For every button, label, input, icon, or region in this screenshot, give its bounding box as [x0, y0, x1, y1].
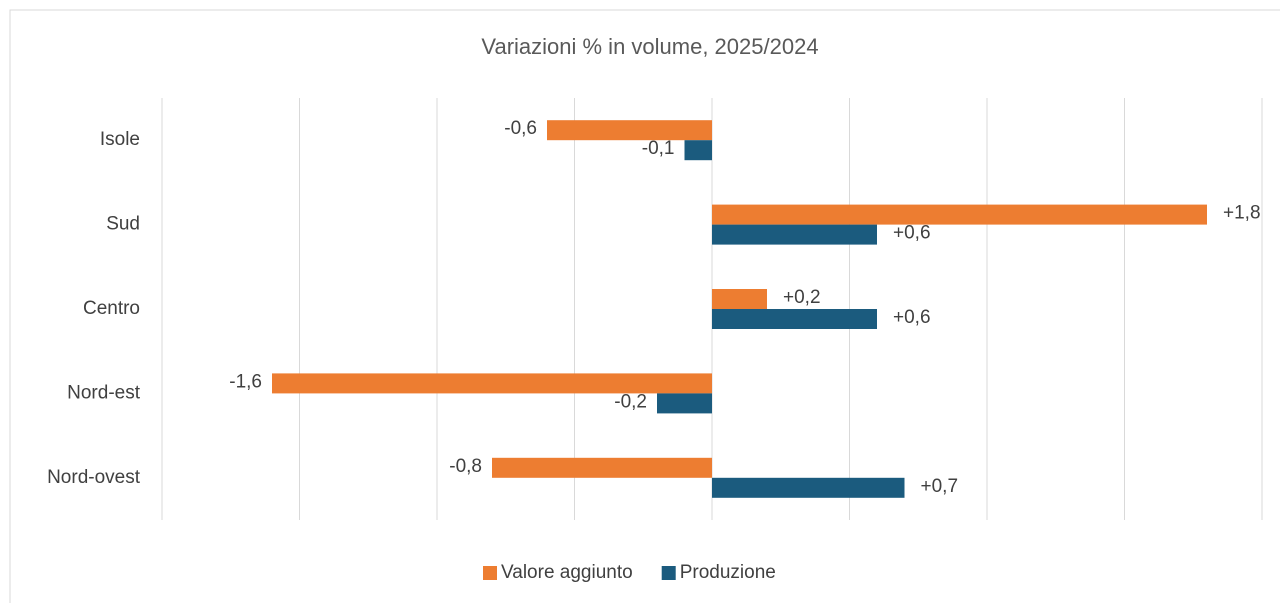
legend-label: Valore aggiunto [501, 562, 633, 583]
data-label: -0,8 [449, 456, 482, 477]
y-tick-label: Isole [100, 129, 140, 150]
bar [712, 289, 767, 309]
data-label: -0,6 [504, 118, 537, 139]
bar [712, 477, 905, 498]
data-label: +0,7 [921, 476, 959, 497]
bar [684, 140, 712, 161]
bar [272, 373, 712, 394]
legend-label: Produzione [680, 562, 776, 583]
data-label: +0,2 [783, 287, 821, 308]
bar [712, 204, 1207, 225]
y-tick-label: Nord-est [67, 382, 141, 403]
legend-swatch [483, 566, 497, 580]
legend-swatch [661, 566, 676, 580]
data-label: +1,8 [1223, 203, 1261, 224]
chart-title: Variazioni % in volume, 2025/2024 [481, 34, 818, 59]
bar [712, 309, 877, 329]
data-label: -1,6 [229, 371, 262, 392]
y-tick-label: Centro [83, 298, 140, 319]
data-label: +0,6 [893, 307, 931, 328]
data-label: -0,1 [642, 138, 675, 159]
chart-frame [9, 9, 1280, 603]
bar [492, 457, 712, 478]
y-tick-label: Nord-ovest [47, 467, 141, 488]
bar [657, 393, 712, 414]
y-tick-label: Sud [106, 214, 140, 235]
data-label: -0,2 [614, 391, 647, 412]
bar [547, 120, 712, 141]
bar [712, 224, 877, 245]
data-label: +0,6 [893, 223, 931, 244]
